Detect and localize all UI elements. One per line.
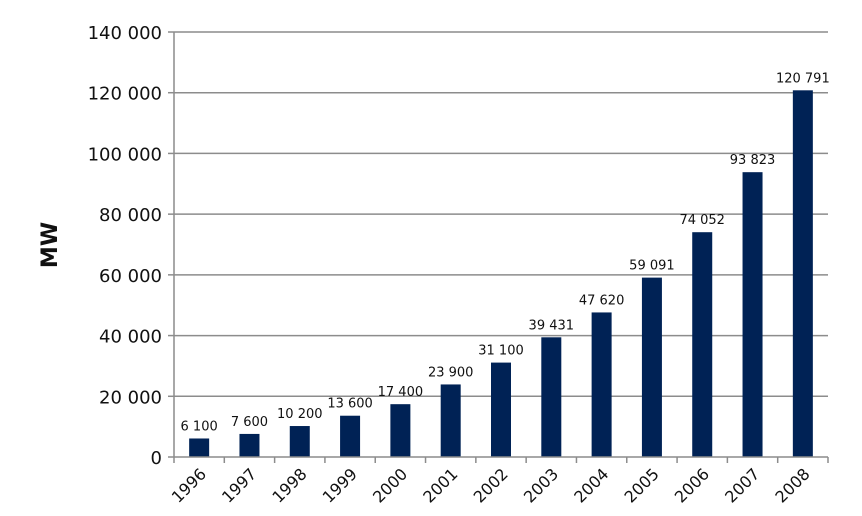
y-axis-label: MW bbox=[38, 222, 63, 268]
data-label: 13 600 bbox=[327, 397, 373, 412]
data-label: 10 200 bbox=[277, 407, 323, 422]
data-label: 6 100 bbox=[181, 419, 218, 434]
x-tick-label: 2001 bbox=[419, 464, 461, 506]
y-tick-label: 120 000 bbox=[88, 84, 162, 105]
x-tick-label: 2008 bbox=[771, 464, 813, 506]
bar bbox=[440, 384, 461, 457]
x-tick-label: 2004 bbox=[570, 464, 612, 506]
x-tick-label: 2002 bbox=[470, 464, 512, 506]
bar bbox=[289, 426, 310, 457]
y-tick-label: 80 000 bbox=[99, 205, 162, 226]
y-tick-label: 40 000 bbox=[99, 327, 162, 348]
bar bbox=[641, 277, 662, 457]
bar bbox=[390, 404, 411, 457]
gridlines bbox=[174, 31, 828, 398]
data-label: 31 100 bbox=[478, 344, 524, 359]
bar bbox=[742, 172, 763, 457]
x-tick-label: 1997 bbox=[218, 464, 260, 506]
y-tick-label: 0 bbox=[151, 448, 162, 469]
bars bbox=[189, 90, 813, 457]
axes bbox=[168, 31, 829, 463]
y-tick-label: 60 000 bbox=[99, 266, 162, 287]
y-tick-label: 20 000 bbox=[99, 387, 162, 408]
data-label: 39 431 bbox=[529, 318, 575, 333]
data-label: 17 400 bbox=[378, 385, 424, 400]
data-label: 47 620 bbox=[579, 293, 625, 308]
data-label: 120 791 bbox=[776, 71, 830, 86]
x-tick-label: 1996 bbox=[168, 464, 210, 506]
x-tick-label: 1998 bbox=[268, 464, 310, 506]
x-tick-label: 2000 bbox=[369, 464, 411, 506]
bar bbox=[340, 415, 361, 457]
data-label: 7 600 bbox=[231, 415, 268, 430]
bar bbox=[591, 312, 612, 457]
bar bbox=[491, 362, 511, 457]
data-label: 93 823 bbox=[730, 153, 776, 168]
bar bbox=[239, 433, 260, 457]
x-tick-label: 2005 bbox=[621, 464, 663, 506]
bar bbox=[792, 90, 813, 457]
y-tick-label: 140 000 bbox=[88, 23, 162, 44]
bar bbox=[692, 232, 713, 457]
data-label: 23 900 bbox=[428, 365, 474, 380]
x-tick-label: 1999 bbox=[319, 464, 361, 506]
data-label: 59 091 bbox=[629, 259, 675, 274]
bar bbox=[189, 438, 210, 457]
x-tick-label: 2007 bbox=[721, 464, 763, 506]
x-tick-label: 2006 bbox=[671, 464, 713, 506]
x-tick-label: 2003 bbox=[520, 464, 562, 506]
data-label: 74 052 bbox=[679, 213, 725, 228]
bar bbox=[541, 337, 562, 457]
y-tick-label: 100 000 bbox=[88, 144, 162, 165]
